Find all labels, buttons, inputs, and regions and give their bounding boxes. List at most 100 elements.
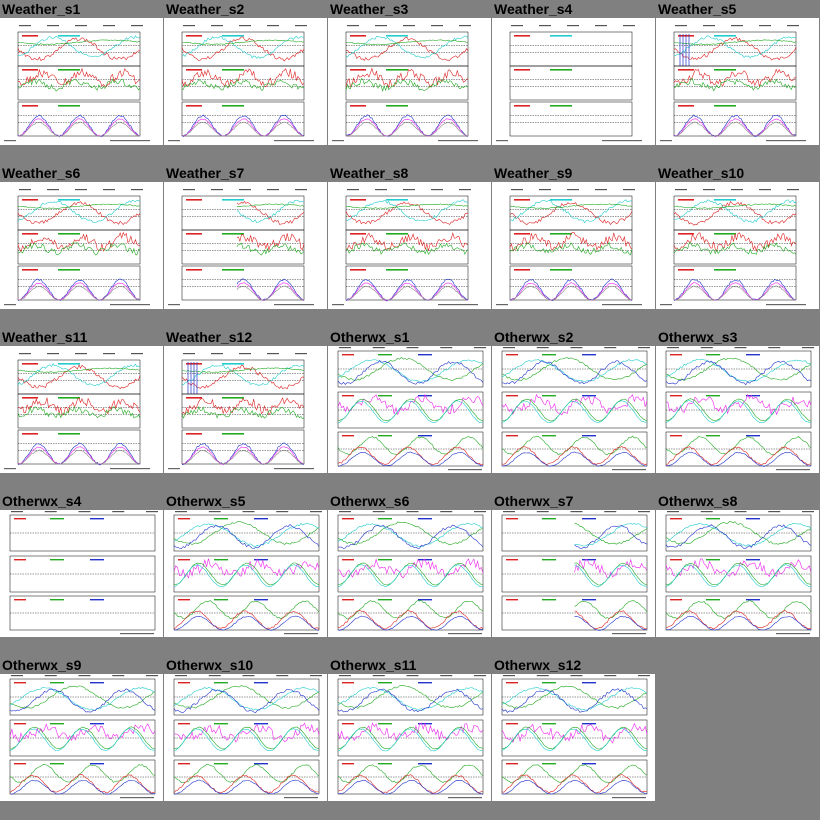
tick-label-mark [623,25,635,27]
series-line [501,685,648,709]
thumbnail-cell: Otherwx_s1 [328,328,491,490]
footer-mark [168,140,180,142]
legend-mark [214,559,228,561]
thumbnail-cell: Otherwx_s11 [328,656,491,818]
legend-mark [418,763,432,765]
thumbnail-image[interactable] [656,182,819,309]
legend-mark [706,518,720,520]
thumbnail-title: Weather_s12 [166,329,253,345]
series-line [173,615,320,631]
series-line [345,118,469,137]
thumbnail-image[interactable] [328,674,491,801]
thumbnail-image[interactable] [164,182,327,309]
series-line [181,364,305,387]
legend-mark [670,395,682,397]
series-line [574,564,648,588]
thumbnail-plot [173,675,322,799]
series-line [174,522,320,547]
thumbnail-image[interactable] [328,18,491,145]
series-line [173,600,320,620]
legend-mark [214,723,228,725]
thumbnail-image[interactable] [328,510,491,637]
tick-label-mark [604,511,617,513]
series-line [337,726,484,750]
series-line [673,203,797,209]
legend-mark [350,233,366,235]
tick-label-mark [431,189,443,191]
legend-mark [214,599,228,601]
thumbnail-cell: Weather_s7 [164,164,327,326]
thumbnail-image[interactable] [164,346,327,473]
thumbnail-image[interactable] [164,18,327,145]
tick-label-mark [75,25,87,27]
series-line [173,774,320,794]
thumbnail-image[interactable] [492,182,655,309]
series-line [338,524,484,549]
legend-mark [14,518,26,520]
thumbnail-image[interactable] [164,510,327,637]
series-line [337,400,484,424]
thumbnail-image[interactable] [0,18,163,145]
series-line [17,278,141,302]
legend-mark [582,435,596,437]
series-line [173,728,320,752]
footer-mark [766,140,806,142]
thumbnail-title: Otherwx_s2 [494,329,574,345]
thumbnail-image[interactable] [492,346,655,473]
thumbnail-title: Weather_s1 [2,1,81,17]
footer-mark [120,633,154,635]
footer-mark [612,633,646,635]
thumbnail-image[interactable] [0,346,163,473]
thumbnail-title: Otherwx_s4 [2,493,82,509]
tick-label-mark [267,353,279,355]
thumbnail-image[interactable] [0,182,163,309]
series-line [673,285,797,301]
tick-label-mark [638,347,650,349]
thumbnail-image[interactable] [656,346,819,473]
series-line [181,446,305,465]
tick-label-mark [19,189,31,191]
series-line [181,367,305,373]
tick-label-mark [44,675,57,677]
legend-mark [254,559,268,561]
legend-mark [670,599,682,601]
tick-label-mark [474,675,486,677]
legend-mark [418,682,432,684]
thumbnail-plot [660,25,806,142]
thumbnail-image[interactable] [492,674,655,801]
footer-mark [332,304,344,306]
thumbnail-title: Weather_s11 [2,329,88,345]
thumbnail-image[interactable] [328,346,491,473]
panel-frame [181,229,305,265]
legend-mark [222,35,244,37]
tick-label-mark [474,511,486,513]
series-line [501,357,648,381]
series-line [501,435,648,456]
thumbnail-image[interactable] [492,18,655,145]
tick-label-mark [183,353,195,355]
legend-mark [178,599,190,601]
thumbnail-plot [168,25,314,142]
tick-label-mark [208,675,221,677]
tick-label-mark [536,347,549,349]
thumbnail-cell: Otherwx_s3 [656,328,819,490]
thumbnail-image[interactable] [656,18,819,145]
thumbnail-title: Otherwx_s12 [494,657,582,673]
thumbnail-plot [501,675,650,799]
legend-mark [378,395,392,397]
series-line [345,201,469,225]
legend-mark [22,233,38,235]
thumbnail-image[interactable] [0,510,163,637]
legend-mark [550,69,572,71]
legend-mark [350,35,366,37]
thumbnail-image[interactable] [164,674,327,801]
thumbnail-image[interactable] [656,510,819,637]
legend-mark [186,397,202,399]
thumbnail-image[interactable] [0,674,163,801]
series-line [673,114,797,137]
tick-label-mark [339,511,351,513]
thumbnail-image[interactable] [328,182,491,309]
series-line [337,562,484,586]
thumbnail-image[interactable] [492,510,655,637]
legend-mark [706,395,720,397]
